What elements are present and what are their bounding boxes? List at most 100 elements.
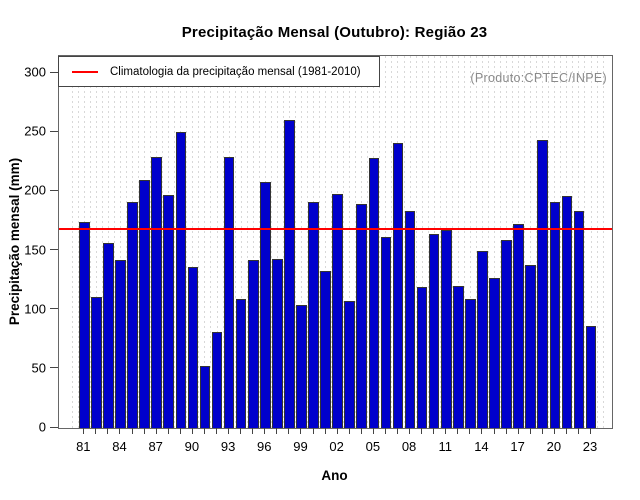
bar-1984 — [115, 259, 126, 428]
x-tick-label: 08 — [401, 439, 417, 454]
bar-1988 — [163, 194, 175, 428]
bar-1996 — [259, 181, 271, 428]
x-tick — [565, 428, 567, 434]
gridline — [355, 56, 357, 428]
legend-box: Climatologia da precipitação mensal (198… — [58, 56, 380, 87]
x-tick — [179, 428, 181, 434]
bar-2000 — [308, 201, 319, 428]
gridline — [379, 56, 381, 428]
legend-label: Climatologia da precipitação mensal (198… — [110, 65, 361, 78]
bar-2007 — [392, 142, 404, 428]
x-tick-label: 81 — [76, 439, 91, 454]
bar-1993 — [223, 157, 235, 428]
gridline — [536, 56, 538, 428]
gridline — [500, 56, 502, 428]
y-tick — [50, 367, 58, 369]
y-tick — [50, 249, 58, 250]
gridline — [270, 56, 272, 428]
x-tick-label: 90 — [184, 439, 200, 454]
gridline — [246, 56, 248, 428]
gridline — [548, 56, 550, 428]
gridline — [294, 56, 296, 428]
gridline — [240, 56, 242, 428]
gridline — [71, 56, 73, 428]
x-tick — [83, 428, 85, 434]
gridline — [138, 56, 140, 428]
gridline — [331, 56, 333, 428]
bar-2004 — [356, 204, 368, 428]
gridline — [204, 56, 206, 428]
gridline — [319, 56, 321, 428]
gridline — [560, 56, 562, 428]
gridline — [512, 56, 514, 428]
gridline — [475, 56, 477, 428]
x-tick-label: 02 — [329, 439, 344, 454]
x-tick — [240, 428, 242, 434]
gridline — [126, 56, 128, 428]
bar-1991 — [199, 366, 211, 428]
x-tick — [517, 428, 519, 434]
gridline — [530, 56, 532, 428]
y-tick — [50, 426, 58, 428]
x-tick-label: 99 — [293, 439, 308, 454]
x-tick — [95, 428, 97, 434]
x-tick-label: 20 — [546, 439, 562, 454]
bar-2022 — [573, 211, 585, 428]
gridline — [349, 56, 351, 428]
x-tick — [348, 428, 350, 434]
gridline — [590, 56, 592, 428]
x-tick — [433, 428, 435, 434]
gridline — [282, 56, 284, 428]
gridline — [216, 56, 218, 428]
x-axis-title: Ano — [321, 468, 348, 483]
y-tick-label: 150 — [24, 242, 46, 257]
x-tick-label: 93 — [220, 439, 236, 454]
bar-2010 — [428, 233, 440, 428]
y-tick — [50, 130, 58, 132]
gridline — [186, 56, 188, 428]
gridline — [198, 56, 200, 428]
x-tick — [384, 428, 386, 434]
bar-1992 — [211, 332, 223, 428]
gridline — [602, 56, 604, 428]
bar-1995 — [247, 259, 259, 428]
gridline — [343, 56, 345, 428]
gridline — [119, 56, 121, 428]
x-tick — [336, 428, 338, 434]
y-tick — [50, 71, 58, 73]
climatology-line — [59, 228, 612, 231]
gridline — [451, 56, 453, 428]
gridline — [415, 56, 417, 428]
gridline — [469, 56, 471, 428]
x-tick-label: 17 — [510, 439, 525, 454]
bar-2006 — [380, 237, 392, 428]
bar-2015 — [489, 277, 500, 428]
gridline — [584, 56, 586, 428]
x-tick — [167, 428, 169, 434]
y-axis-title: Precipitação mensal (mm) — [7, 157, 23, 325]
bar-1985 — [127, 201, 138, 428]
gridline — [300, 56, 302, 428]
gridline — [258, 56, 260, 428]
x-tick-label: 87 — [148, 439, 163, 454]
y-tick-label: 0 — [38, 419, 46, 435]
y-tick-label: 250 — [24, 123, 46, 139]
gridline — [150, 56, 152, 428]
x-tick — [590, 428, 592, 434]
gridline — [222, 56, 224, 428]
plot-area — [58, 55, 613, 429]
watermark-label: (Produto:CPTEC/INPE) — [470, 71, 607, 85]
x-tick — [228, 428, 230, 434]
y-tick — [50, 308, 58, 310]
x-tick — [216, 428, 217, 434]
gridline — [325, 56, 327, 428]
gridline — [113, 56, 115, 428]
x-tick — [360, 428, 362, 434]
gridline — [210, 56, 212, 428]
gridline — [463, 56, 465, 428]
bar-2021 — [561, 196, 573, 428]
x-tick — [372, 428, 374, 434]
bar-1990 — [187, 267, 199, 428]
gridline — [192, 56, 194, 428]
y-axis-title-wrap: Precipitação mensal (mm) — [0, 55, 30, 427]
